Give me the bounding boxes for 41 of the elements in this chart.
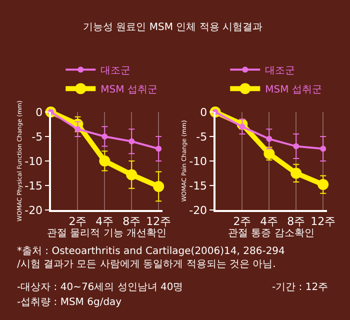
text: *출처 : Osteoarthritis and Cartilage(2006)14, 286-294 /시험 결과가 모든 사람에게 동일하게 적용되는 것은 아님. [17,246,285,270]
x-tick-label: 12주 [310,215,336,228]
x-tick-label: 2주 [233,215,252,228]
point [128,138,135,144]
text: -기간 : 12주 [272,282,328,293]
point [126,169,138,180]
x-tick-label: 2주 [68,215,87,228]
legend-label: MSM 섭취군 [265,84,322,96]
x-tick-label: 8주 [287,215,306,228]
y-tick-label: -15 [24,179,43,192]
y-tick-label: -15 [189,179,208,192]
legend-label: MSM 섭취군 [100,84,158,96]
point [290,168,302,179]
y-tick-label: -20 [189,204,208,217]
point [102,133,108,140]
chart-title: 기능성 원료인 MSM 인체 적용 시험결과 [83,22,262,33]
x-tick-label: 8주 [122,215,141,228]
text: -대상자 : 40~76세의 성인남녀 40명 [17,282,184,293]
y-tick-label: -10 [189,154,208,168]
x-tick-label: 4주 [96,215,114,228]
y-tick-label: -5 [196,130,208,144]
y-tick-label: 0 [200,106,208,119]
point [74,126,81,132]
y-tick-label: -5 [32,130,43,144]
text: -섭취량 : MSM 6g/day [17,297,122,308]
point [320,146,326,152]
point [293,143,300,150]
y-tick-label: 0 [36,106,43,119]
x-axis-title: 관절 통증 감소확인 [228,228,314,240]
legend-label: 대조군 [100,65,131,76]
y-tick-label: -10 [24,154,43,168]
x-axis-title: 관절 물리적 기능 개선확인 [46,228,166,240]
legend-label: 대조군 [265,65,296,76]
x-tick-label: 4주 [260,215,278,228]
x-tick-label: 12주 [146,215,172,228]
point [99,155,110,166]
point [266,136,272,142]
point [156,146,162,152]
point [318,179,329,190]
point [153,180,164,192]
y-tick-label: -20 [24,204,43,217]
